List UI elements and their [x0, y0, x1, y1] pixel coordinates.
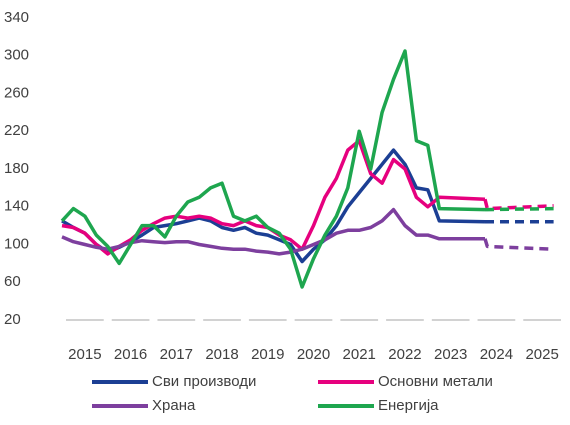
x-tick-label: 2016 — [114, 346, 147, 363]
x-tick-label: 2020 — [297, 346, 330, 363]
x-tick-label: 2019 — [251, 346, 284, 363]
x-tick-label: 2025 — [525, 346, 558, 363]
y-tick-label: 300 — [4, 47, 29, 64]
x-tick-label: 2018 — [205, 346, 238, 363]
legend-label: Основни метали — [378, 373, 493, 390]
x-tick-label: 2023 — [434, 346, 467, 363]
y-tick-label: 60 — [4, 273, 21, 290]
y-tick-label: 20 — [4, 311, 21, 328]
legend-label: Енергија — [378, 397, 439, 414]
y-tick-label: 260 — [4, 84, 29, 101]
forecast-line — [485, 206, 554, 212]
series-line — [60, 49, 486, 289]
forecast-line — [483, 198, 554, 211]
series-line — [61, 138, 486, 256]
y-tick-label: 340 — [4, 9, 29, 26]
legend-label: Сви производи — [152, 373, 256, 390]
x-tick-label: 2021 — [343, 346, 376, 363]
y-tick-label: 100 — [4, 235, 29, 252]
forecast-line — [483, 238, 554, 251]
y-tick-label: 220 — [4, 122, 29, 139]
legend-label: Храна — [152, 397, 196, 414]
x-tick-label: 2024 — [480, 346, 513, 363]
series-line — [61, 207, 485, 256]
x-tick-label: 2022 — [388, 346, 421, 363]
x-tick-label: 2015 — [68, 346, 101, 363]
y-tick-label: 180 — [4, 160, 29, 177]
x-tick-label: 2017 — [160, 346, 193, 363]
y-tick-label: 140 — [4, 198, 29, 215]
